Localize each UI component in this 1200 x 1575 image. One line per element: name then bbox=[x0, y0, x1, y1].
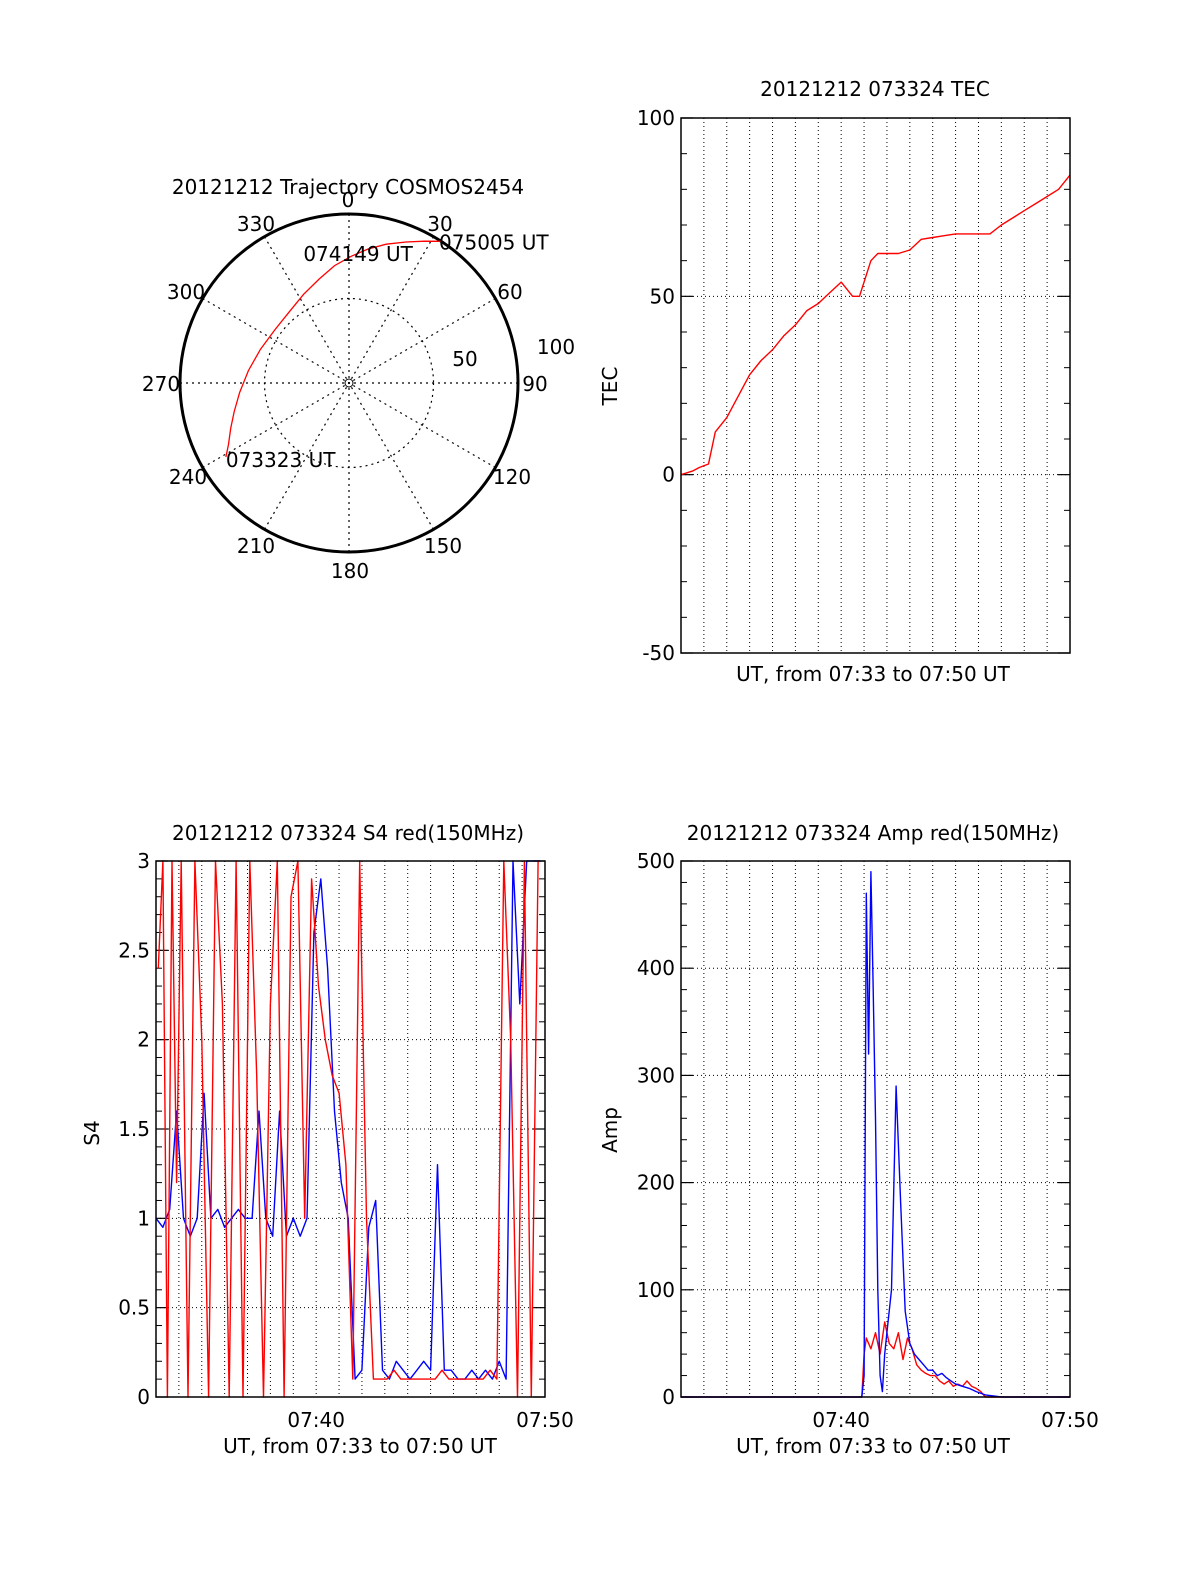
s4-y-tick-labels: 0 0.5 1 1.5 2 2.5 3 bbox=[118, 849, 150, 1409]
polar-azimuth-label-150: 150 bbox=[424, 534, 462, 558]
amp-x-tick-label-1: 07:50 bbox=[1041, 1408, 1099, 1432]
tec-y-tick-labels: -50 0 50 100 bbox=[637, 106, 675, 665]
amp-title: 20121212 073324 Amp red(150MHz) bbox=[687, 821, 1059, 845]
polar-azimuth-labels: 0 30 60 90 120 150 180 210 240 270 300 330 bbox=[142, 188, 548, 583]
s4-x-tick-labels: 07:40 07:50 bbox=[287, 1408, 573, 1432]
polar-title: 20121212 Trajectory COSMOS2454 bbox=[172, 175, 524, 199]
polar-annotation-2: 075005 UT bbox=[439, 230, 549, 254]
polar-azimuth-label-240: 240 bbox=[169, 465, 207, 489]
tec-title: 20121212 073324 TEC bbox=[760, 77, 990, 101]
s4-y-tick-label-3: 1.5 bbox=[118, 1117, 150, 1141]
amp-grid bbox=[681, 860, 1070, 1398]
s4-x-tick-label-0: 07:40 bbox=[287, 1408, 345, 1432]
polar-center-mark bbox=[344, 378, 354, 388]
amp-series bbox=[681, 871, 1070, 1398]
polar-trajectory-line-0 bbox=[225, 240, 442, 458]
amp-y-tick-label-3: 300 bbox=[637, 1063, 675, 1087]
amp-y-tick-labels: 0 100 200 300 400 500 bbox=[637, 849, 675, 1409]
amp-y-tick-label-1: 100 bbox=[637, 1278, 675, 1302]
s4-y-tick-label-1: 0.5 bbox=[118, 1296, 150, 1320]
polar-radial-label-100: 100 bbox=[537, 335, 575, 359]
tec-series bbox=[680, 174, 1071, 476]
polar-annotation-0: 073323 UT bbox=[226, 448, 336, 472]
polar-annotation-1: 074149 UT bbox=[303, 242, 413, 266]
s4-panel: 20121212 073324 S4 red(150MHz) 0 0.5 1 1.5 2… bbox=[80, 821, 574, 1458]
s4-y-tick-label-4: 2 bbox=[137, 1028, 150, 1052]
amp-series-blue bbox=[681, 871, 1070, 1398]
polar-azimuth-label-330: 330 bbox=[237, 212, 275, 236]
amp-y-axis-label: Amp bbox=[598, 1107, 622, 1153]
s4-y-tick-label-2: 1 bbox=[137, 1206, 150, 1230]
polar-azimuth-label-60: 60 bbox=[497, 280, 522, 304]
amp-series-red bbox=[681, 1321, 1070, 1398]
s4-y-axis-label: S4 bbox=[80, 1120, 104, 1145]
amp-x-axis-label: UT, from 07:33 to 07:50 UT bbox=[736, 1434, 1011, 1458]
polar-azimuth-label-0: 0 bbox=[342, 188, 355, 212]
tec-x-axis-label: UT, from 07:33 to 07:50 UT bbox=[736, 662, 1011, 686]
polar-azimuth-label-270: 270 bbox=[142, 372, 180, 396]
polar-outer-ring bbox=[178, 212, 520, 554]
amp-panel: 20121212 073324 Amp red(150MHz) 0 100 200 3… bbox=[598, 821, 1099, 1458]
polar-trajectory-panel: 20121212 Trajectory COSMOS2454 0 30 60 90 12… bbox=[142, 175, 575, 583]
tec-y-tick-label-2: 50 bbox=[650, 284, 675, 308]
s4-x-axis-label: UT, from 07:33 to 07:50 UT bbox=[223, 1434, 498, 1458]
s4-axes-frame bbox=[155, 860, 546, 1398]
polar-azimuth-label-300: 300 bbox=[167, 280, 205, 304]
polar-time-annotations: 073323 UT 074149 UT 075005 UT bbox=[226, 230, 550, 472]
polar-azimuth-label-180: 180 bbox=[331, 559, 369, 583]
amp-x-tick-label-0: 07:40 bbox=[812, 1408, 870, 1432]
s4-y-tick-label-5: 2.5 bbox=[118, 938, 150, 962]
tec-panel: 20121212 073324 TEC -50 0 50 100 UT, from 0… bbox=[598, 77, 1071, 686]
tec-series-red bbox=[680, 174, 1071, 476]
s4-y-tick-label-6: 3 bbox=[137, 849, 150, 873]
polar-azimuth-label-120: 120 bbox=[493, 465, 531, 489]
tec-y-tick-label-0: -50 bbox=[642, 641, 675, 665]
polar-azimuth-label-210: 210 bbox=[237, 534, 275, 558]
amp-axes-frame bbox=[680, 860, 1071, 1398]
tec-y-tick-label-3: 100 bbox=[637, 106, 675, 130]
polar-grid-spoke-150 bbox=[263, 236, 435, 530]
amp-y-tick-label-4: 400 bbox=[637, 956, 675, 980]
s4-x-tick-label-1: 07:50 bbox=[516, 1408, 574, 1432]
tec-axes-frame bbox=[680, 117, 1071, 654]
amp-x-tick-labels: 07:40 07:50 bbox=[812, 1408, 1098, 1432]
polar-grid bbox=[180, 214, 518, 552]
polar-radial-label-50: 50 bbox=[452, 347, 477, 371]
polar-azimuth-label-90: 90 bbox=[522, 372, 547, 396]
amp-y-tick-label-2: 200 bbox=[637, 1171, 675, 1195]
s4-y-tick-label-0: 0 bbox=[137, 1385, 150, 1409]
s4-series bbox=[155, 860, 541, 1398]
tec-y-tick-label-1: 0 bbox=[662, 463, 675, 487]
s4-series-red bbox=[157, 860, 539, 1398]
polar-trajectory-series bbox=[225, 240, 442, 458]
amp-y-tick-label-5: 500 bbox=[637, 849, 675, 873]
tec-y-axis-label: TEC bbox=[598, 367, 622, 407]
s4-title: 20121212 073324 S4 red(150MHz) bbox=[172, 821, 524, 845]
amp-y-tick-label-0: 0 bbox=[662, 1385, 675, 1409]
polar-azimuth-label-30: 30 bbox=[427, 212, 452, 236]
